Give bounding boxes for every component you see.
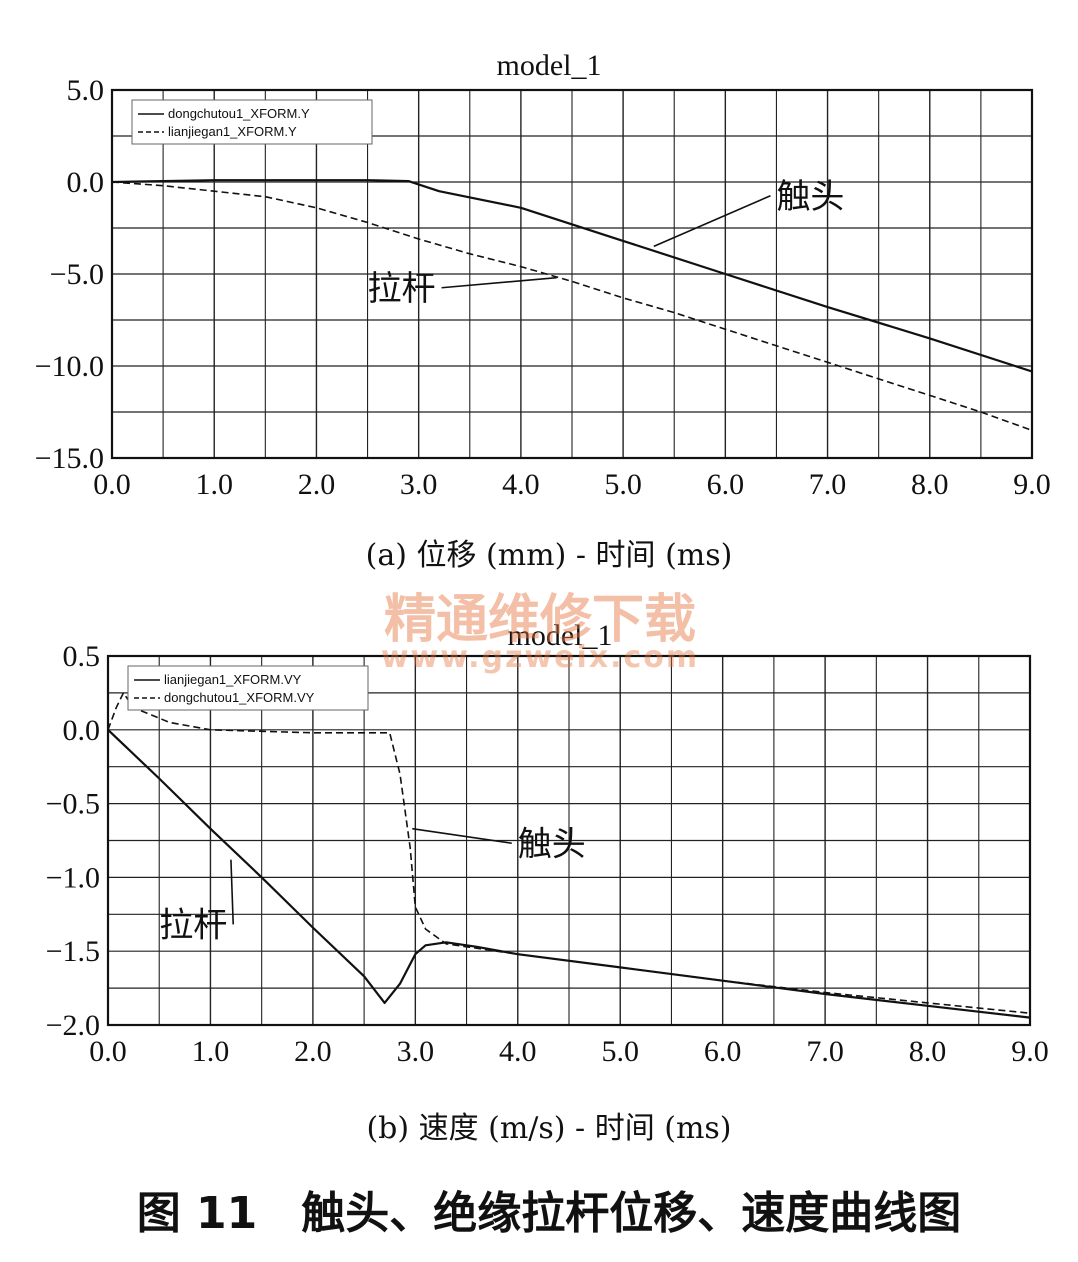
y-tick-label: −15.0 <box>35 442 104 475</box>
watermark-url: www.gzweix.com <box>381 640 699 675</box>
chart-title: model_1 <box>508 619 613 652</box>
plot-frame <box>106 654 1032 1027</box>
annotation-label: 触头 <box>518 824 586 864</box>
x-tick-label: 9.0 <box>1013 468 1051 501</box>
chart-title: model_1 <box>497 49 602 82</box>
annotation-leader-line <box>653 195 771 248</box>
annotation-leader-line <box>441 276 557 289</box>
y-tick-label: −1.5 <box>46 935 100 968</box>
x-tick-label: 0.0 <box>89 1035 127 1068</box>
legend: dongchutou1_XFORM.Y lianjiegan1_XFORM.Y <box>131 99 373 145</box>
x-tick-label: 8.0 <box>909 1035 947 1068</box>
legend-box <box>127 665 369 711</box>
x-tick-label: 8.0 <box>911 468 949 501</box>
y-tick-label: 0.0 <box>67 166 105 199</box>
axes: 0.0 1.0 2.0 3.0 4.0 5.0 6.0 7.0 8.0 9.0 5.0 0.0 −5.0… <box>35 74 1051 501</box>
series-line-2 <box>111 181 1033 432</box>
series-line-1 <box>111 179 1033 373</box>
x-tick-label: 2.0 <box>294 1035 332 1068</box>
annotation-leader-line <box>412 827 512 845</box>
x-tick-label: 1.0 <box>192 1035 230 1068</box>
series-layer <box>111 179 1033 432</box>
x-tick-label: 3.0 <box>397 1035 435 1068</box>
x-tick-label: 9.0 <box>1011 1035 1049 1068</box>
x-tick-label: 6.0 <box>707 468 745 501</box>
x-tick-label: 5.0 <box>604 468 642 501</box>
y-tick-label: −5.0 <box>50 258 104 291</box>
series-layer <box>107 692 1031 1019</box>
x-tick-label: 4.0 <box>502 468 540 501</box>
watermark-text-cn: 精通维修下载 <box>384 590 696 650</box>
y-tick-label: 0.0 <box>63 714 101 747</box>
annotation-label: 触头 <box>776 177 844 217</box>
legend-label: lianjiegan1_XFORM.Y <box>168 124 297 139</box>
x-tick-label: 1.0 <box>195 468 233 501</box>
x-tick-label: 2.0 <box>298 468 336 501</box>
subfigure-caption: (a) 位移 (mm) - 时间 (ms) <box>366 538 733 573</box>
grid <box>111 89 1033 459</box>
figure-caption: 图 11 触头、绝缘拉杆位移、速度曲线图 <box>137 1188 962 1239</box>
chart-velocity: model_1 0.0 1.0 2.0 3.0 4.0 5.0 6.0 7.0 8.0 9.00.… <box>46 619 1049 1146</box>
axes: 0.0 1.0 2.0 3.0 4.0 5.0 6.0 7.0 8.0 9.0 0.5 0.0 −0.5… <box>46 640 1049 1068</box>
subfigure-caption: (b) 速度 (m/s) - 时间 (ms) <box>366 1111 731 1146</box>
y-tick-label: −1.0 <box>46 861 100 894</box>
y-tick-label: 5.0 <box>67 74 105 107</box>
x-tick-label: 3.0 <box>400 468 438 501</box>
x-tick-label: 6.0 <box>704 1035 742 1068</box>
x-tick-label: 7.0 <box>806 1035 844 1068</box>
legend: lianjiegan1_XFORM.VY dongchutou1_XFORM.VY <box>127 665 369 711</box>
x-tick-label: 0.0 <box>93 468 131 501</box>
series-line-2 <box>107 692 1031 1014</box>
legend-label: lianjiegan1_XFORM.VY <box>164 672 302 687</box>
watermark: 精通维修下载 www.gzweix.com <box>381 590 699 675</box>
chart-displacement: model_1 0.0 1.0 2.0 3.0 4.0 5.0 6.0 7.0 8.0 9.0 5.… <box>35 49 1051 573</box>
x-tick-label: 5.0 <box>601 1035 639 1068</box>
x-tick-label: 7.0 <box>809 468 847 501</box>
y-tick-label: −0.5 <box>46 788 100 821</box>
y-tick-label: 0.5 <box>63 640 101 673</box>
annotation-label: 拉杆 <box>368 269 436 309</box>
x-tick-label: 4.0 <box>499 1035 537 1068</box>
legend-label: dongchutou1_XFORM.VY <box>164 690 315 705</box>
legend-label: dongchutou1_XFORM.Y <box>168 106 310 121</box>
annotation-leader-line <box>230 859 235 925</box>
y-tick-label: −2.0 <box>46 1009 100 1042</box>
annotation-label: 拉杆 <box>159 905 227 945</box>
y-tick-label: −10.0 <box>35 350 104 383</box>
legend-box <box>131 99 373 145</box>
plot-frame <box>110 88 1034 460</box>
